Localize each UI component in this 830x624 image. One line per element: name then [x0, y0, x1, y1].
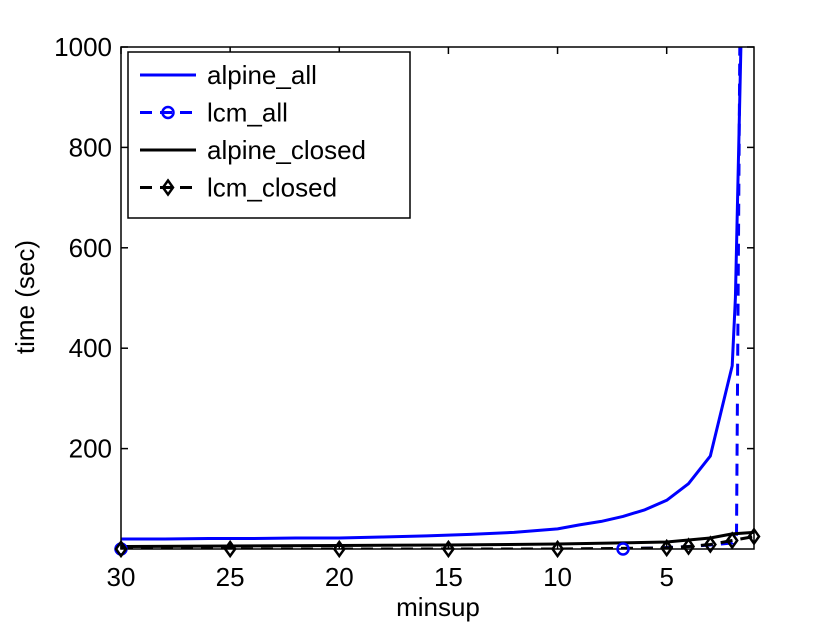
data-point-lcm_closed [681, 537, 696, 556]
legend-label: lcm_closed [207, 173, 337, 203]
legend-item-lcm_all: lcm_all [140, 98, 288, 128]
data-point-lcm_closed [551, 539, 565, 559]
data-point-lcm_closed [114, 539, 128, 559]
y-axis-title: time (sec) [10, 240, 40, 354]
data-point-lcm_closed [703, 535, 717, 554]
data-point-lcm_closed [660, 538, 674, 558]
series-line-alpine_all [121, 47, 743, 541]
legend-box [127, 51, 411, 219]
data-point-lcm_closed [332, 539, 346, 559]
y-tick-label: 200 [69, 434, 112, 464]
data-point-lcm_closed [747, 527, 761, 546]
x-tick-label: 15 [434, 562, 463, 592]
legend-label: alpine_all [207, 60, 317, 90]
marker-layer [114, 527, 761, 559]
data-point-lcm_all [616, 542, 630, 556]
x-tick-label: 10 [543, 562, 572, 592]
legend-item-lcm_closed: lcm_closed [140, 173, 337, 203]
y-tick-label: 1000 [54, 32, 112, 62]
y-tick-label: 400 [69, 333, 112, 363]
data-point-lcm_closed [441, 539, 455, 559]
legend-label: lcm_all [207, 98, 288, 128]
y-tick-label: 600 [69, 233, 112, 263]
x-tick-label: 5 [659, 562, 673, 592]
x-tick-label: 30 [107, 562, 136, 592]
legend-item-alpine_closed: alpine_closed [140, 135, 366, 165]
data-point-lcm_closed [725, 531, 739, 550]
y-tick-label: 800 [69, 132, 112, 162]
legend-item-alpine_all: alpine_all [140, 60, 317, 90]
data-point-lcm_closed [223, 539, 237, 559]
axes: 30 25 20 15 10 5 200 400 600 800 1000 [54, 32, 755, 592]
legend-label: alpine_closed [207, 135, 366, 165]
axes-frame [120, 46, 755, 550]
x-axis-title: minsup [396, 592, 480, 622]
x-tick-label: 20 [325, 562, 354, 592]
x-tick-label: 25 [216, 562, 245, 592]
legend-marker [161, 178, 175, 197]
series-line-alpine_closed [121, 530, 754, 548]
legend-marker [161, 105, 175, 120]
legend: alpine_all lcm_all alpine_closed lcm_closed [127, 51, 411, 219]
